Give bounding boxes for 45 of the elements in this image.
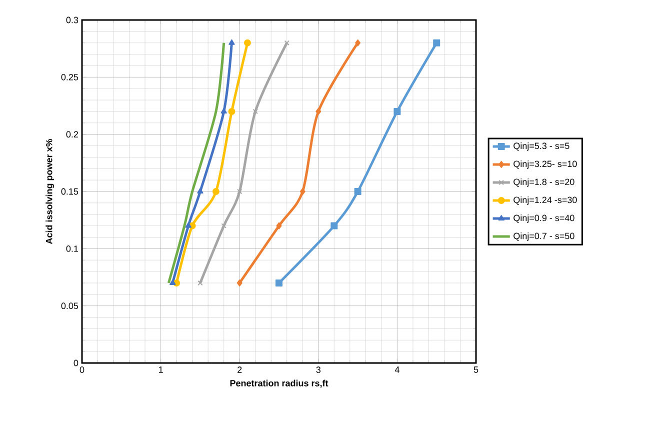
point <box>244 39 251 46</box>
point <box>433 39 440 46</box>
y-axis-title: Acid issolving power x% <box>46 138 54 244</box>
y-tick-label: 0.1 <box>66 245 78 252</box>
point <box>185 222 192 228</box>
legend-label: Qinj=0.9 - s=40 <box>514 214 574 223</box>
line-series <box>167 42 226 284</box>
x-tick-label: 1 <box>158 366 163 373</box>
point <box>221 223 226 228</box>
point <box>252 108 258 114</box>
point <box>284 40 290 46</box>
point <box>170 279 176 285</box>
point <box>228 108 236 115</box>
legend-label: Qinj=1.24 -s=30 <box>514 196 577 205</box>
y-tick-label: 0.05 <box>61 302 78 310</box>
point <box>228 39 235 45</box>
point <box>300 188 306 195</box>
point <box>276 279 283 286</box>
x-tick-label: 4 <box>394 366 400 373</box>
point <box>198 280 203 286</box>
point <box>394 108 401 115</box>
y-tick-label: 0.15 <box>61 188 78 195</box>
legend-label: Qinj=1.8 - s=20 <box>514 178 574 187</box>
point <box>197 188 204 194</box>
y-tick-label: 0.2 <box>66 131 78 138</box>
point <box>316 108 322 115</box>
x-tick-label: 3 <box>316 366 321 373</box>
y-tick-label: 0 <box>74 360 78 366</box>
y-tick-label: 0.25 <box>61 74 78 80</box>
y-tick-label: 0.3 <box>66 16 78 24</box>
legend-label: Qinj=3.25- s=10 <box>514 160 577 169</box>
point <box>212 188 220 195</box>
x-axis-title: Penetration radius rs,ft <box>230 380 328 388</box>
legend-label: Qinj=0.7 - s=50 <box>514 232 574 241</box>
x-tick-label: 5 <box>474 366 478 373</box>
x-tick-label: 0 <box>80 366 84 373</box>
point <box>276 222 282 230</box>
point <box>236 188 242 194</box>
x-tick-label: 2 <box>238 366 242 373</box>
point <box>354 188 362 195</box>
point <box>330 222 338 230</box>
point <box>236 279 242 286</box>
point <box>355 39 361 46</box>
legend-label: Qinj=5.3 - s=5 <box>514 142 570 151</box>
point <box>220 108 227 114</box>
